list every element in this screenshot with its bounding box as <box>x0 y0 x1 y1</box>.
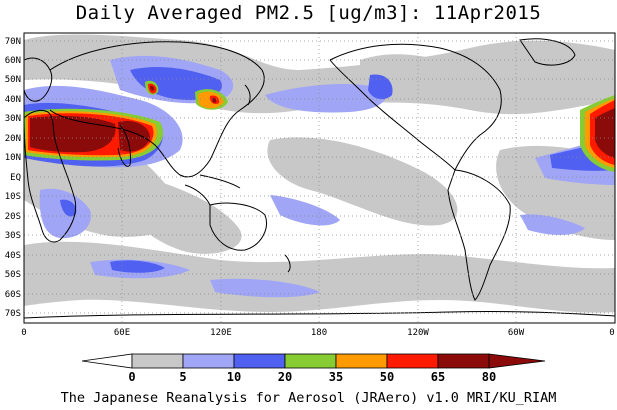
lat-label: EQ <box>10 173 21 183</box>
longitude-labels: 0 60E 120E 180 120W 60W 0 <box>21 328 614 338</box>
lon-label: 60W <box>508 328 525 338</box>
lat-label: 30N <box>5 114 21 124</box>
lat-label: 40N <box>5 95 21 105</box>
colorbar-label: 80 <box>482 370 496 384</box>
colorbar-label: 50 <box>380 370 394 384</box>
lon-label: 0 <box>609 328 614 338</box>
footer-credit: The Japanese Reanalysis for Aerosol (JRA… <box>60 390 557 406</box>
map-frame <box>23 32 616 324</box>
lat-label: 60S <box>5 290 21 300</box>
gridlines <box>24 33 615 323</box>
lon-label: 120E <box>210 328 232 338</box>
colorbar-label: 35 <box>329 370 343 384</box>
lat-label: 50N <box>5 75 21 85</box>
lat-label: 20N <box>5 134 21 144</box>
concentration-field <box>24 34 615 313</box>
lat-label: 10N <box>5 153 21 163</box>
colorbar-label: 10 <box>227 370 241 384</box>
colorbar-label: 0 <box>128 370 135 384</box>
colorbar-swatch-0 <box>81 353 133 369</box>
band-above-80 <box>30 85 615 158</box>
colorbar-swatch-4 <box>284 353 337 369</box>
lat-label: 10S <box>5 192 21 202</box>
lat-label: 50S <box>5 270 21 280</box>
lat-label: 60N <box>5 56 21 66</box>
colorbar-label: 65 <box>431 370 445 384</box>
lat-label: 20S <box>5 212 21 222</box>
colorbar-swatch-1 <box>131 353 184 369</box>
lon-label: 120W <box>407 328 429 338</box>
colorbar-swatch-6 <box>386 353 439 369</box>
colorbar-swatch-2 <box>182 353 235 369</box>
colorbar-label: 20 <box>278 370 292 384</box>
colorbar-labels: 0 5 10 20 35 50 65 80 <box>128 370 496 384</box>
lat-label: 40S <box>5 251 21 261</box>
colorbar-swatch-8 <box>488 353 546 369</box>
colorbar-swatch-5 <box>335 353 388 369</box>
map-title: Daily Averaged PM2.5 [ug/m3]: 11Apr2015 <box>75 2 542 24</box>
latitude-labels: 70N 60N 50N 40N 30N 20N 10N EQ 10S 20S 3… <box>5 37 21 319</box>
colorbar-swatch-7 <box>437 353 490 369</box>
lat-label: 70N <box>5 37 21 47</box>
colorbar-swatch-3 <box>233 353 286 369</box>
lon-label: 60E <box>114 328 130 338</box>
colorbar <box>81 353 546 369</box>
lat-label: 70S <box>5 309 21 319</box>
lon-label: 0 <box>21 328 26 338</box>
colorbar-label: 5 <box>179 370 186 384</box>
lat-label: 30S <box>5 231 21 241</box>
lon-label: 180 <box>311 328 327 338</box>
